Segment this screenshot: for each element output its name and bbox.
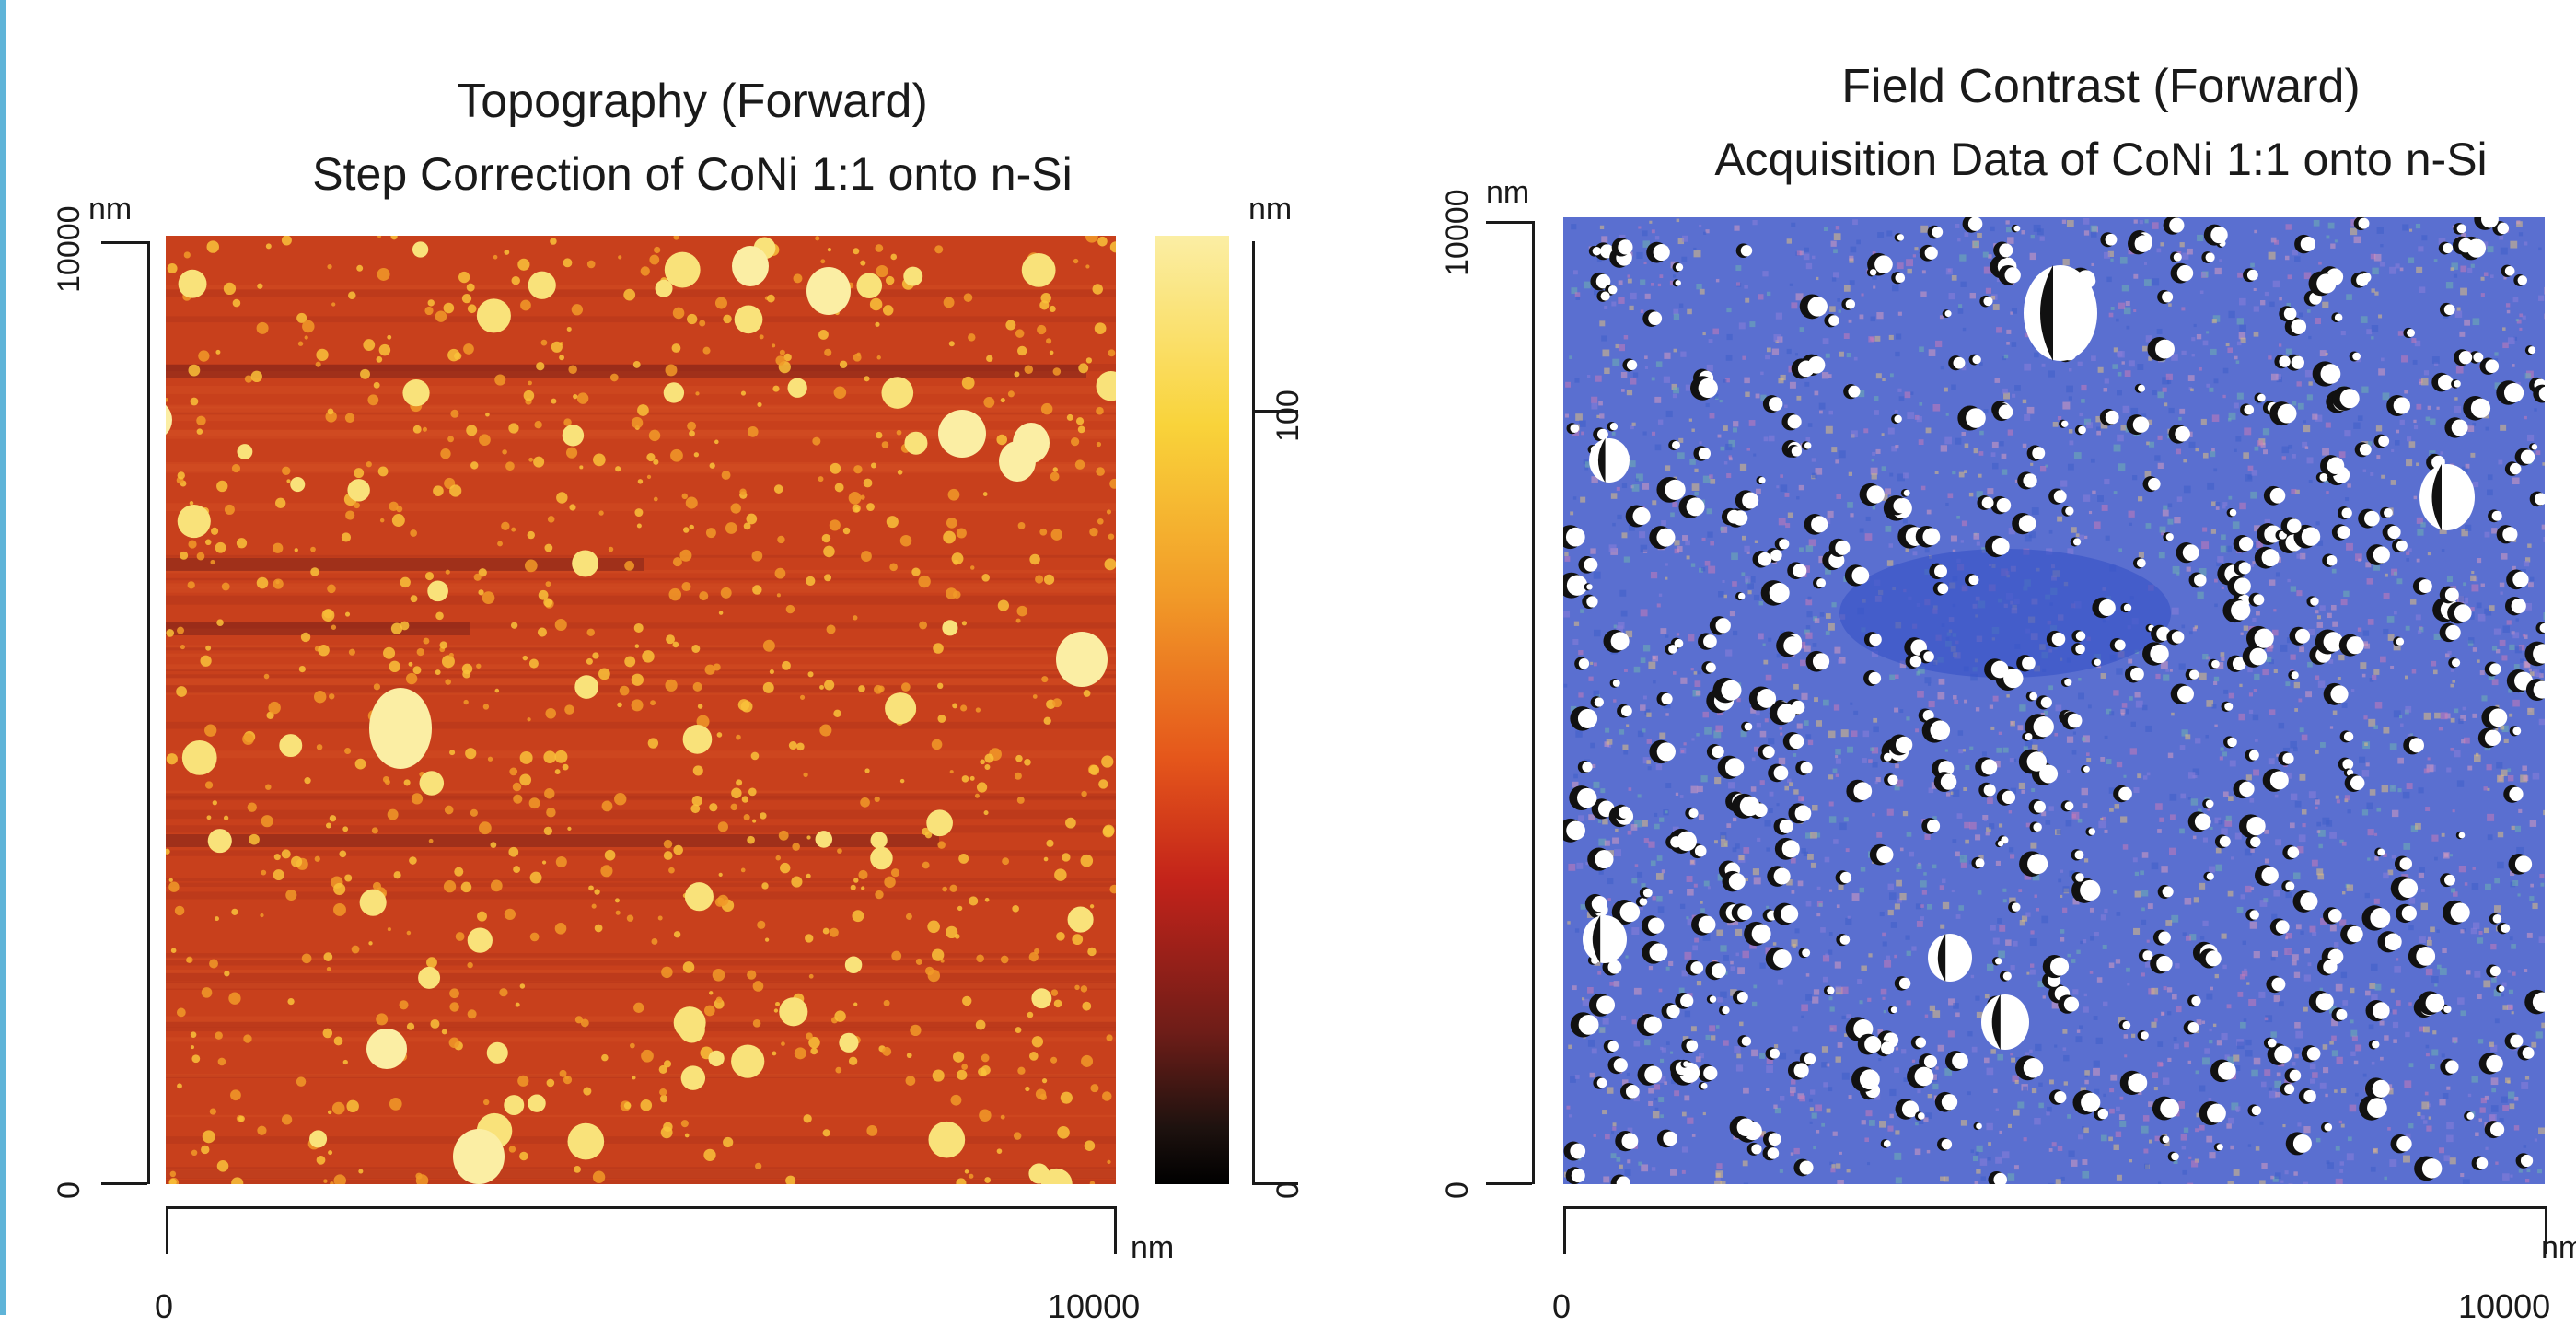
field-x-tick-left xyxy=(1563,1206,1566,1254)
field-y-max-tick: 10000 xyxy=(1440,189,1476,276)
colorbar-axis xyxy=(1252,241,1255,1184)
topo-x-tick-right xyxy=(1114,1206,1117,1254)
topography-map xyxy=(166,236,1116,1184)
topo-y-tick-top xyxy=(101,241,147,244)
topo-x-axis xyxy=(166,1206,1114,1209)
topography-subtitle: Step Correction of CoNi 1:1 onto n-Si xyxy=(312,147,1072,201)
field-contrast-panel: Field Contrast (Forward) Acquisition Dat… xyxy=(1307,0,2576,1315)
colorbar-tick-label-100: 100 xyxy=(1271,390,1306,442)
field-y-tick-bottom xyxy=(1486,1182,1532,1185)
topography-title: Topography (Forward) xyxy=(457,74,928,129)
field-contrast-map xyxy=(1563,217,2545,1184)
field-x-max-tick: 10000 xyxy=(2458,1287,2550,1326)
field-y-axis xyxy=(1532,221,1535,1184)
topo-y-tick-bottom xyxy=(101,1182,147,1185)
colorbar-unit: nm xyxy=(1248,192,1292,227)
field-x-axis xyxy=(1563,1206,2545,1209)
topo-x-max-tick: 10000 xyxy=(1048,1287,1140,1326)
field-y-unit: nm xyxy=(1486,175,1529,211)
topo-y-min-tick: 0 xyxy=(52,1181,87,1199)
topo-x-unit: nm xyxy=(1131,1230,1174,1266)
topography-colorbar xyxy=(1155,236,1229,1184)
field-y-tick-top xyxy=(1486,221,1532,224)
topo-y-axis xyxy=(147,241,150,1184)
field-y-min-tick: 0 xyxy=(1440,1181,1476,1199)
topography-panel: Topography (Forward) Step Correction of … xyxy=(0,0,1307,1315)
field-x-unit: nm xyxy=(2541,1230,2576,1266)
topo-y-unit: nm xyxy=(88,192,132,227)
colorbar-tick-label-0: 0 xyxy=(1271,1181,1306,1199)
topo-y-max-tick: 10000 xyxy=(52,205,87,293)
topo-x-tick-left xyxy=(166,1206,168,1254)
field-contrast-title: Field Contrast (Forward) xyxy=(1841,59,2360,114)
topo-x-min-tick: 0 xyxy=(155,1287,173,1326)
field-contrast-subtitle: Acquisition Data of CoNi 1:1 onto n-Si xyxy=(1714,133,2487,186)
field-x-min-tick: 0 xyxy=(1552,1287,1571,1326)
